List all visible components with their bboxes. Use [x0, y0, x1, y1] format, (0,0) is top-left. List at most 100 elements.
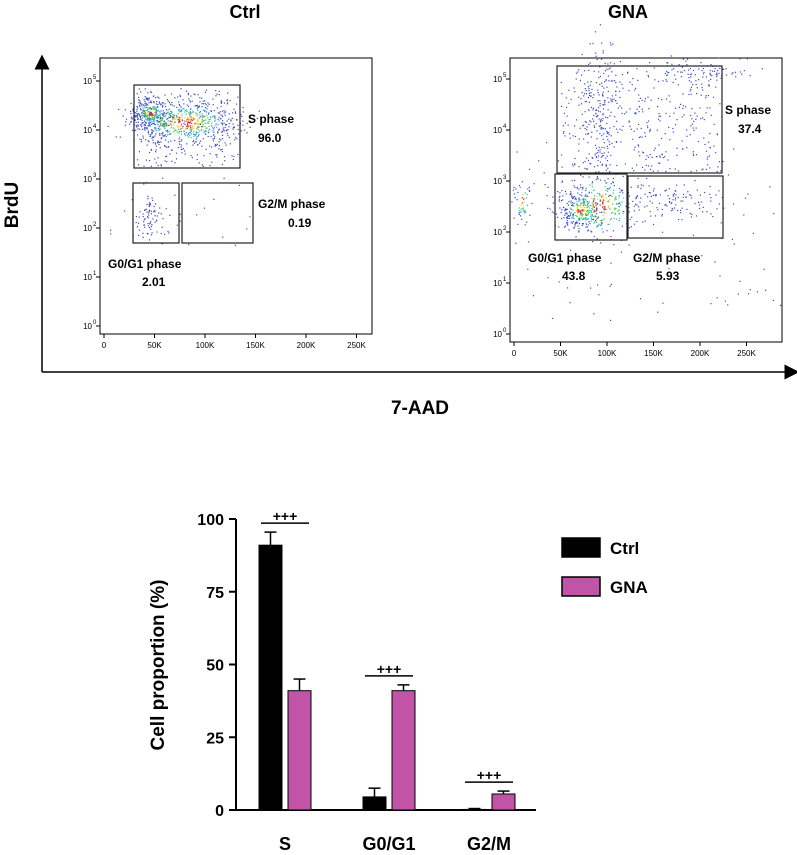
scatter-dot	[609, 143, 611, 145]
scatter-dot	[221, 148, 223, 151]
scatter-dot	[595, 210, 597, 212]
scatter-dot	[154, 215, 156, 217]
scatter-dot	[582, 176, 584, 178]
bar-gna-g2m	[491, 793, 516, 811]
scatter-dot	[175, 114, 177, 117]
scatter-dot	[605, 157, 607, 159]
scatter-dot	[152, 106, 154, 108]
scatter-dot	[186, 109, 188, 111]
scatter-dot	[569, 211, 571, 213]
scatter-dot	[708, 85, 710, 87]
scatter-dot	[589, 209, 591, 212]
gate-name-g0g1-phase: G0/G1 phase	[528, 251, 602, 265]
scatter-dot	[594, 126, 596, 128]
scatter-dot	[572, 209, 574, 211]
scatter-dot	[620, 204, 622, 206]
scatter-dot	[576, 211, 579, 213]
scatter-dot	[150, 134, 152, 136]
scatter-dot	[638, 123, 640, 125]
scatter-dot	[172, 117, 174, 119]
scatter-dot	[710, 303, 712, 305]
scatter-dot	[570, 202, 572, 204]
scatter-dot	[158, 141, 160, 143]
scatter-dot	[207, 102, 209, 104]
scatter-dot	[153, 127, 156, 129]
scatter-dot	[178, 110, 180, 112]
scatter-dot	[583, 202, 585, 204]
scatter-dot	[521, 202, 523, 204]
scatter-dot	[575, 214, 577, 217]
scatter-dot	[570, 200, 572, 202]
scatter-dot	[576, 119, 578, 121]
scatter-dot	[681, 140, 683, 142]
scatter-dot	[157, 115, 159, 117]
scatter-dot	[180, 133, 183, 135]
scatter-dot	[145, 122, 147, 124]
scatter-dot	[180, 88, 182, 90]
scatter-dot	[223, 122, 225, 124]
scatter-dot	[169, 116, 171, 118]
scatter-dot	[170, 93, 173, 95]
scatter-dot	[705, 95, 707, 97]
scatter-dot	[712, 216, 714, 218]
scatter-dot	[606, 182, 608, 184]
scatter-dot	[682, 58, 684, 60]
scatter-dot	[607, 188, 609, 190]
scatter-dot	[145, 139, 147, 141]
scatter-dot	[580, 202, 582, 204]
scatter-dot	[614, 207, 616, 209]
scatter-dot	[586, 93, 588, 95]
scatter-dot	[194, 123, 196, 125]
scatter-dot	[739, 71, 741, 73]
scatter-dot	[191, 126, 193, 128]
scatter-dot	[154, 211, 156, 213]
scatter-dot	[235, 136, 237, 139]
bar-gna-g0g1	[391, 690, 416, 811]
scatter-dot	[224, 126, 226, 129]
scatter-dot	[674, 168, 676, 170]
scatter-dot	[586, 203, 589, 205]
scatter-dot	[615, 198, 617, 200]
scatter-dot	[672, 81, 674, 83]
scatter-dot	[595, 116, 598, 118]
scatter-dot	[148, 226, 151, 229]
scatter-dot	[173, 116, 175, 118]
scatter-dot	[149, 160, 151, 162]
scatter-dot	[688, 80, 690, 82]
scatter-dot	[178, 141, 180, 143]
scatter-dot	[701, 69, 703, 72]
scatter-dot	[162, 121, 165, 123]
scatter-dot	[595, 219, 597, 222]
scatter-dot	[157, 124, 159, 126]
scatter-dot	[628, 120, 630, 122]
scatter-dot	[597, 89, 599, 91]
scatter-dot	[158, 143, 160, 146]
scatter-dot	[186, 123, 189, 125]
scatter-dot	[214, 143, 216, 146]
scatter-dot	[695, 215, 698, 217]
scatter-dot	[546, 195, 548, 197]
scatter-dot	[641, 99, 643, 101]
scatter-dot	[596, 177, 598, 179]
scatter-dot	[179, 95, 182, 98]
scatter-dot	[577, 225, 579, 227]
scatter-dot	[585, 189, 587, 192]
scatter-dot	[189, 109, 191, 111]
scatter-dot	[151, 132, 153, 134]
scatter-dot	[601, 58, 603, 60]
scatter-dot	[200, 116, 202, 118]
scatter-dot	[150, 119, 152, 121]
scatter-dot	[609, 285, 611, 287]
scatter-dot	[710, 213, 712, 215]
scatter-dot	[716, 208, 718, 210]
scatter-dot	[215, 89, 217, 92]
scatter-dot	[710, 200, 712, 202]
scatter-dot	[692, 153, 694, 155]
scatter-dot	[130, 110, 132, 113]
scatter-dot	[220, 122, 222, 124]
scatter-dot	[705, 112, 707, 114]
scatter-dot	[602, 95, 604, 97]
scatter-dot	[648, 108, 650, 110]
scatter-dot	[584, 160, 586, 163]
gate-name-s-phase: S phase	[725, 103, 771, 117]
